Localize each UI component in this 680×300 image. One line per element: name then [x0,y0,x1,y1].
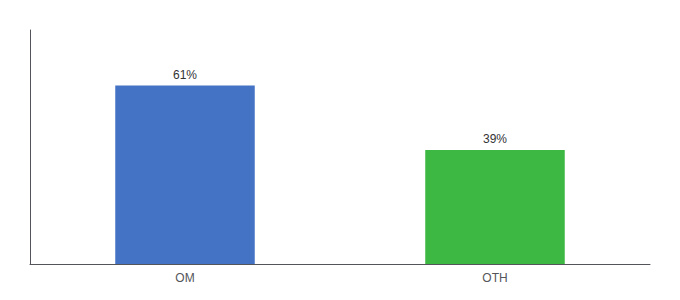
svg-text:39%: 39% [483,132,507,146]
svg-text:61%: 61% [173,68,197,82]
svg-text:OM: OM [175,271,194,285]
svg-text:OTH: OTH [482,271,507,285]
